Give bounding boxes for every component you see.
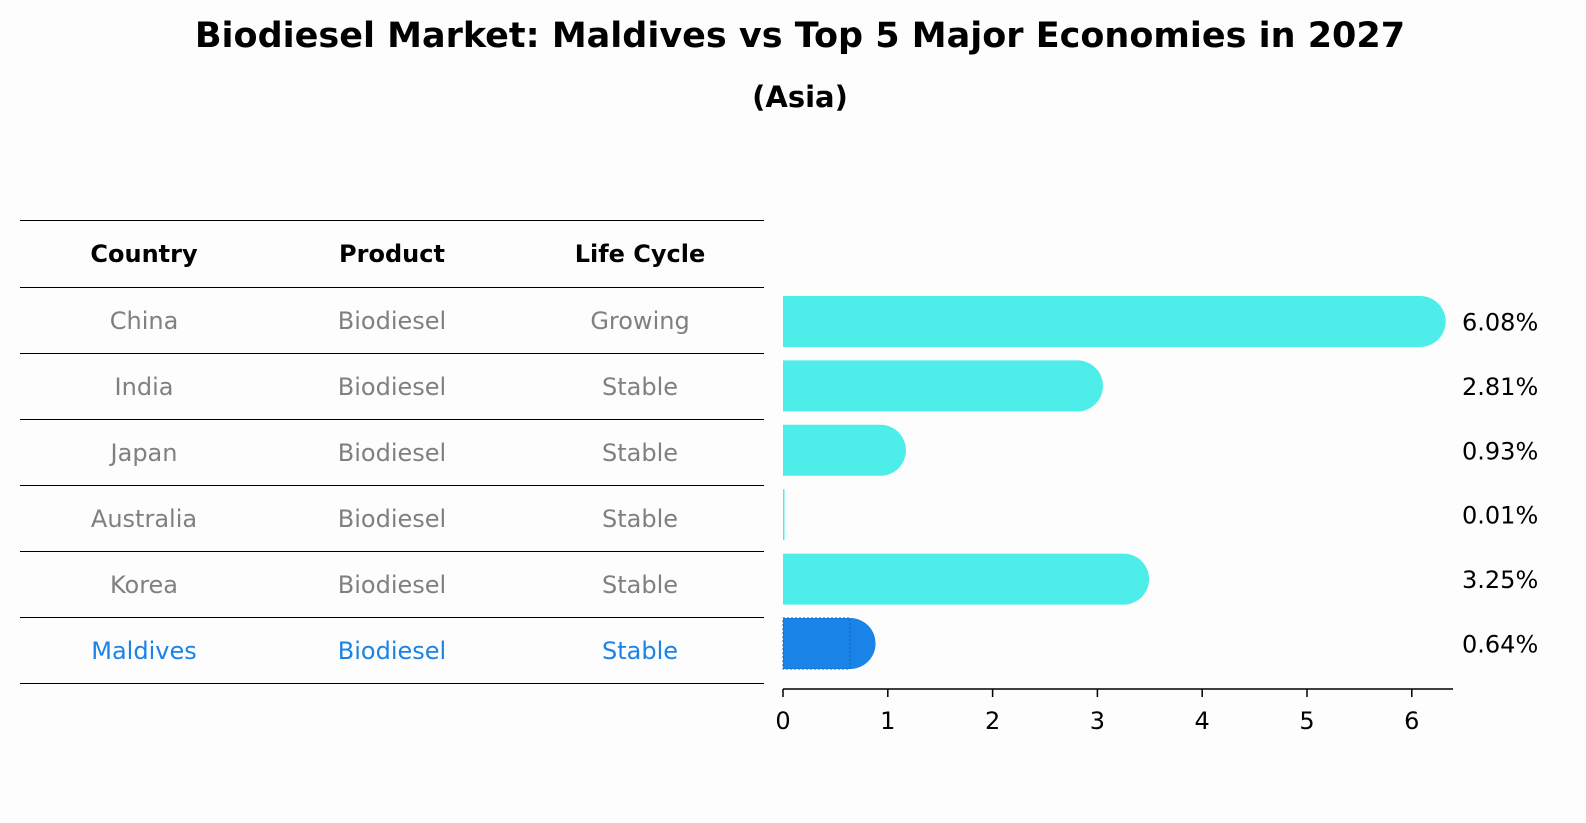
table-row: India Biodiesel Stable xyxy=(20,353,764,419)
bar-china xyxy=(783,296,1446,347)
x-tick-label: 2 xyxy=(985,707,1000,735)
cell-life-cycle: Stable xyxy=(601,570,679,599)
cell-life-cycle: Stable xyxy=(601,438,679,467)
table-row: China Biodiesel Growing xyxy=(20,287,764,353)
cell-country: China xyxy=(109,306,179,335)
header-product: Product xyxy=(339,240,445,268)
cell-life-cycle: Stable xyxy=(601,636,679,665)
cell-product: Biodiesel xyxy=(337,636,447,665)
cell-country: Maldives xyxy=(91,636,197,665)
bar-value-label: 6.08% xyxy=(1462,309,1538,337)
table-header-row: Country Product Life Cycle xyxy=(20,220,764,287)
bar-india xyxy=(783,360,1103,412)
cell-product: Biodiesel xyxy=(337,372,447,401)
table-row-highlighted: Maldives Biodiesel Stable xyxy=(20,617,764,684)
cell-country: Japan xyxy=(110,438,178,467)
cell-product: Biodiesel xyxy=(337,306,447,335)
bar-value-label: 2.81% xyxy=(1462,373,1538,401)
x-tick-label: 5 xyxy=(1299,707,1314,735)
bar-value-label: 0.64% xyxy=(1462,631,1538,659)
cell-product: Biodiesel xyxy=(337,438,447,467)
header-country: Country xyxy=(90,240,198,268)
header-life-cycle: Life Cycle xyxy=(574,240,706,268)
x-tick-label: 6 xyxy=(1404,707,1419,735)
chart-subtitle: (Asia) xyxy=(752,80,848,114)
bar-highlight-outline xyxy=(782,617,851,670)
bar-value-label: 0.01% xyxy=(1462,502,1538,530)
cell-country: India xyxy=(114,372,174,401)
bar-korea xyxy=(783,553,1150,605)
table-row: Korea Biodiesel Stable xyxy=(20,551,764,617)
bar-japan xyxy=(783,424,906,476)
cell-life-cycle: Stable xyxy=(601,504,679,533)
chart-title: Biodiesel Market: Maldives vs Top 5 Majo… xyxy=(194,16,1406,56)
cell-country: Australia xyxy=(90,504,198,533)
bar-value-label: 3.25% xyxy=(1462,566,1538,594)
cell-life-cycle: Growing xyxy=(590,306,690,335)
cell-product: Biodiesel xyxy=(337,570,447,599)
x-tick-label: 0 xyxy=(775,707,790,735)
table-row: Australia Biodiesel Stable xyxy=(20,485,764,551)
cell-country: Korea xyxy=(109,570,179,599)
x-tick-label: 4 xyxy=(1195,707,1210,735)
table-row: Japan Biodiesel Stable xyxy=(20,419,764,485)
bar-maldives xyxy=(783,618,876,669)
cell-life-cycle: Stable xyxy=(601,372,679,401)
data-table: Country Product Life Cycle China Biodies… xyxy=(20,220,764,684)
x-tick-label: 1 xyxy=(880,707,895,735)
x-tick-label: 3 xyxy=(1090,707,1105,735)
bar-australia xyxy=(783,489,785,541)
bar-value-label: 0.93% xyxy=(1462,437,1538,465)
cell-product: Biodiesel xyxy=(337,504,447,533)
